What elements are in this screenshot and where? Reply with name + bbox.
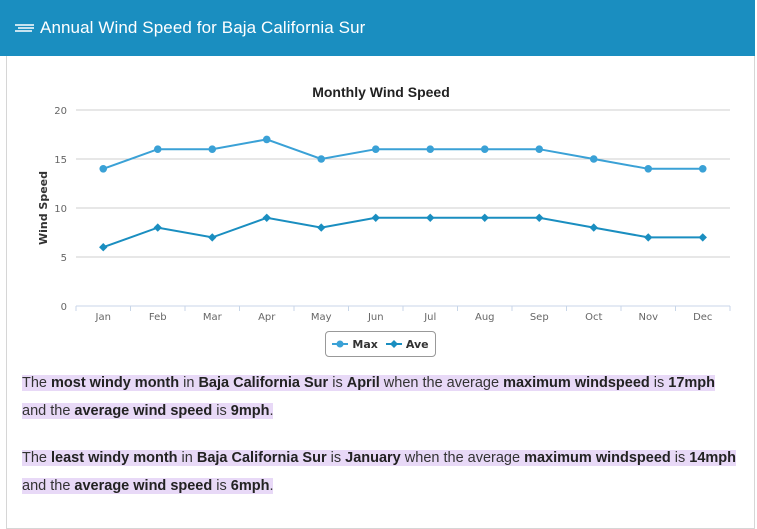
summary-segment: in: [179, 375, 199, 391]
page-header: Annual Wind Speed for Baja California Su…: [0, 0, 755, 56]
x-tick-label: Oct: [585, 312, 602, 323]
series-line-ave: [102, 216, 703, 249]
summary-segment: most windy month: [51, 375, 180, 391]
summary-segment: The: [22, 450, 52, 466]
x-tick-label: Sep: [530, 312, 549, 323]
summary-segment: and the: [22, 477, 75, 494]
legend-label-max: Max: [352, 337, 378, 351]
x-tick-label: Aug: [475, 312, 495, 323]
summary-segment: maximum windspeed: [503, 375, 650, 391]
data-point-max: [262, 135, 271, 144]
summary-segment: Baja California Sur: [196, 450, 327, 466]
summary-segment: is: [212, 402, 231, 419]
chart-container: Monthly Wind Speed Wind Speed 0 5 10 15 20 Jan F…: [0, 74, 757, 364]
data-point-max: [99, 165, 108, 173]
x-tick-label: Dec: [693, 312, 712, 323]
data-point-max: [535, 145, 544, 153]
data-point-max: [317, 155, 326, 163]
data-point-max: [371, 145, 380, 153]
summary-most-windy: The most windy month in Baja California …: [22, 370, 742, 425]
summary-least-windy: The least windy month in Baja California…: [22, 445, 742, 500]
summary-segment: 9mph: [230, 402, 270, 419]
content-panel: [6, 0, 755, 529]
summary-segment: April: [346, 375, 380, 391]
y-tick-label: 20: [54, 106, 67, 117]
summary-segment: is: [212, 477, 231, 494]
y-axis-label: Wind Speed: [37, 171, 50, 245]
y-tick-label: 5: [61, 253, 67, 264]
summary-segment: is: [326, 450, 346, 466]
summary-segment: average wind speed: [74, 402, 213, 419]
wind-icon: [14, 21, 36, 35]
summary-segment: The: [22, 375, 52, 391]
x-tick-label: Jun: [367, 312, 384, 323]
data-point-ave: [644, 233, 653, 242]
summary-segment: average wind speed: [74, 477, 213, 494]
data-point-ave: [480, 213, 489, 222]
y-tick-label: 0: [61, 302, 67, 313]
data-point-ave: [317, 223, 326, 232]
x-tick-label: Nov: [638, 312, 658, 323]
summary-segment: maximum windspeed: [524, 450, 671, 466]
summary-segment: is: [649, 375, 669, 391]
y-tick-label: 15: [54, 155, 67, 166]
x-tick-label: Mar: [203, 312, 223, 323]
page-title: Annual Wind Speed for Baja California Su…: [40, 18, 366, 37]
data-point-max: [589, 155, 598, 163]
x-tick-label: Jul: [423, 312, 436, 323]
y-tick-label: 10: [54, 204, 67, 215]
data-point-ave: [99, 243, 108, 252]
data-point-ave: [698, 233, 707, 242]
data-point-max: [208, 145, 217, 153]
data-point-max: [644, 165, 653, 173]
data-point-ave: [262, 213, 271, 222]
summary-segment: 14mph: [689, 450, 737, 466]
data-point-max: [153, 145, 162, 153]
summary-segment: .: [269, 402, 274, 419]
summary-segment: and the: [22, 402, 75, 419]
data-point-ave: [208, 233, 217, 242]
wind-speed-chart: Monthly Wind Speed Wind Speed 0 5 10 15 20 Jan F…: [37, 84, 731, 323]
summary-segment: in: [177, 450, 197, 466]
x-tick-label: Jan: [95, 312, 111, 323]
summary-segment: when the average: [379, 375, 504, 391]
data-point-ave: [589, 223, 598, 232]
series-line-max: [102, 138, 703, 170]
summary-segment: is: [328, 375, 347, 391]
data-point-ave: [426, 213, 435, 222]
legend-item-ave[interactable]: Ave: [385, 337, 429, 351]
summary-segment: 6mph: [230, 477, 270, 494]
x-tick-label: Feb: [149, 312, 167, 323]
chart-legend: Max Ave: [325, 331, 436, 357]
summary-segment: .: [269, 477, 274, 494]
summary-segment: Baja California Sur: [198, 375, 329, 391]
summary-segment: when the average: [400, 450, 525, 466]
data-point-max: [698, 165, 707, 173]
summary-segment: least windy month: [51, 450, 178, 466]
data-point-max: [480, 145, 489, 153]
summary-segment: is: [670, 450, 690, 466]
data-point-ave: [153, 223, 162, 232]
x-tick-label: Apr: [258, 312, 276, 323]
data-point-max: [426, 145, 435, 153]
data-point-ave: [371, 213, 380, 222]
x-tick-label: May: [311, 312, 332, 323]
chart-title: Monthly Wind Speed: [312, 84, 450, 100]
summary-segment: January: [345, 450, 401, 466]
summary-segment: 17mph: [668, 375, 716, 391]
legend-label-ave: Ave: [405, 337, 429, 351]
summary-text: The most windy month in Baja California …: [22, 370, 742, 520]
legend-item-max[interactable]: Max: [332, 337, 378, 351]
data-point-ave: [535, 213, 544, 222]
